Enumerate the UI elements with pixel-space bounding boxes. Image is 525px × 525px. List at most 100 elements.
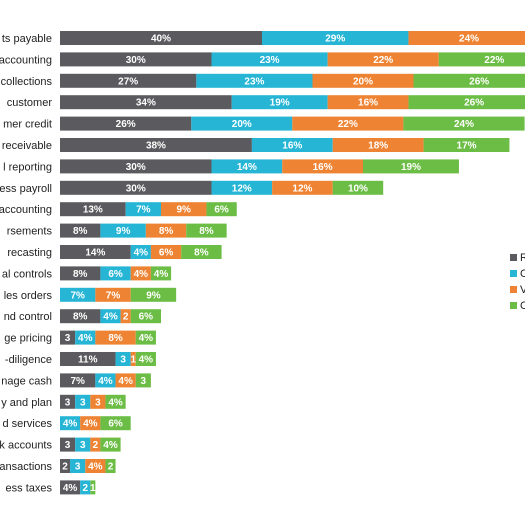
bar-segment [332,138,424,152]
value-label: 8% [73,312,88,323]
value-label: 3 [141,376,147,387]
value-label: 22% [484,55,504,66]
value-label: 23% [260,55,280,66]
bar-segment [60,437,76,452]
bar-segment [105,459,116,473]
value-label: 4% [63,419,78,430]
legend-label: R [520,252,525,264]
bar-segment [60,95,232,110]
value-label: 8% [108,333,123,344]
bar-segment [100,437,121,452]
category-labels-layer: ts payable accounting collections customer m… [0,33,53,494]
value-label: 6% [139,312,154,323]
value-label: 3 [65,397,71,408]
value-label: 1 [90,483,96,494]
value-label: 6% [214,205,229,216]
bar-segment [105,394,126,409]
bar-segment [60,352,116,366]
value-label: 8% [194,248,209,259]
bar-segment [211,159,283,174]
bar-segment [60,31,262,45]
value-label: 14% [85,248,105,259]
category-label: ge pricing [4,333,52,345]
category-label: nd control [4,311,52,323]
bar-segment [196,73,313,88]
bar-segment [100,309,121,324]
value-label: 4% [98,376,113,387]
value-label: 6% [108,419,123,430]
value-label: 27% [118,76,138,87]
category-label: ansactions [0,461,52,473]
value-label: 3 [75,462,81,473]
value-label: 4% [108,397,123,408]
value-label: 26% [469,76,489,87]
value-label: 11% [78,355,98,366]
bar-segment [60,52,212,67]
legend-swatch [510,286,517,293]
bar-segment [75,437,91,452]
bar-segment [211,52,328,67]
bar-segment [292,116,404,131]
value-label: 2 [108,462,114,473]
category-label: ess payroll [0,183,52,195]
bar-segment [181,245,222,259]
value-label: 30% [126,55,146,66]
value-label: 16% [358,98,378,109]
bar-segment [60,480,81,495]
value-label: 30% [126,162,146,173]
bar-segment [90,437,101,452]
value-label: 10% [348,183,368,194]
bar-segment [80,416,101,431]
bar-segment [130,245,151,259]
category-label: mer credit [3,119,52,131]
bar-segment [403,116,525,131]
value-label: 4% [154,269,169,280]
bar-segment [191,116,293,131]
value-label: 6% [159,248,174,259]
value-label: 8% [199,226,214,237]
category-label: k accounts [0,440,52,452]
value-label: 16% [313,162,333,173]
bar-segment [60,73,197,88]
bar-segment [130,309,161,324]
category-label: al controls [2,268,53,280]
bar-segment [327,95,409,110]
bar-segment [120,309,131,324]
bar-segment [95,373,116,388]
bar-segment [95,287,131,302]
value-label: 4% [63,483,78,494]
bar-segment [272,180,333,195]
value-label: 4% [118,376,133,387]
category-label: ess taxes [6,482,53,494]
value-label: 2 [123,312,129,323]
category-label: receivable [2,140,52,152]
bar-segment [70,459,86,473]
bar-segment [130,352,136,366]
bar-segment [423,138,510,152]
legend-label: V [520,284,525,296]
bar-segment [60,287,96,302]
bar-segment [60,245,131,259]
legend-label: C [520,300,525,312]
value-label: 8% [73,226,88,237]
bar-segment [60,180,212,195]
bar-segment [231,95,328,110]
bar-segment [211,180,273,195]
value-label: 4% [139,333,154,344]
value-label: 12% [292,183,312,194]
category-label: collections [1,76,53,88]
value-label: 7% [136,205,151,216]
value-label: 9% [116,226,131,237]
value-label: 22% [373,55,393,66]
value-label: 24% [454,119,474,130]
category-label: rsements [7,226,53,238]
value-label: 3 [80,440,86,451]
value-label: 9% [146,290,161,301]
value-label: 3 [80,397,86,408]
bar-segment [80,480,91,495]
bar-segment [60,159,212,174]
bar-segment [206,202,237,217]
category-label: l reporting [3,161,52,173]
legend-swatch [510,270,517,277]
